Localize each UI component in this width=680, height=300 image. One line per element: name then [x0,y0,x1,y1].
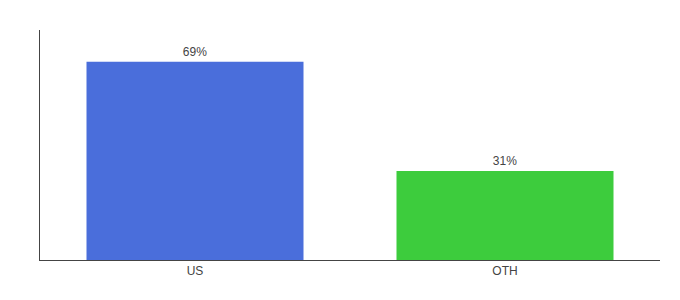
svg-text:69%: 69% [183,45,207,59]
svg-text:OTH: OTH [492,264,517,278]
svg-text:US: US [187,264,204,278]
svg-text:31%: 31% [493,154,517,168]
